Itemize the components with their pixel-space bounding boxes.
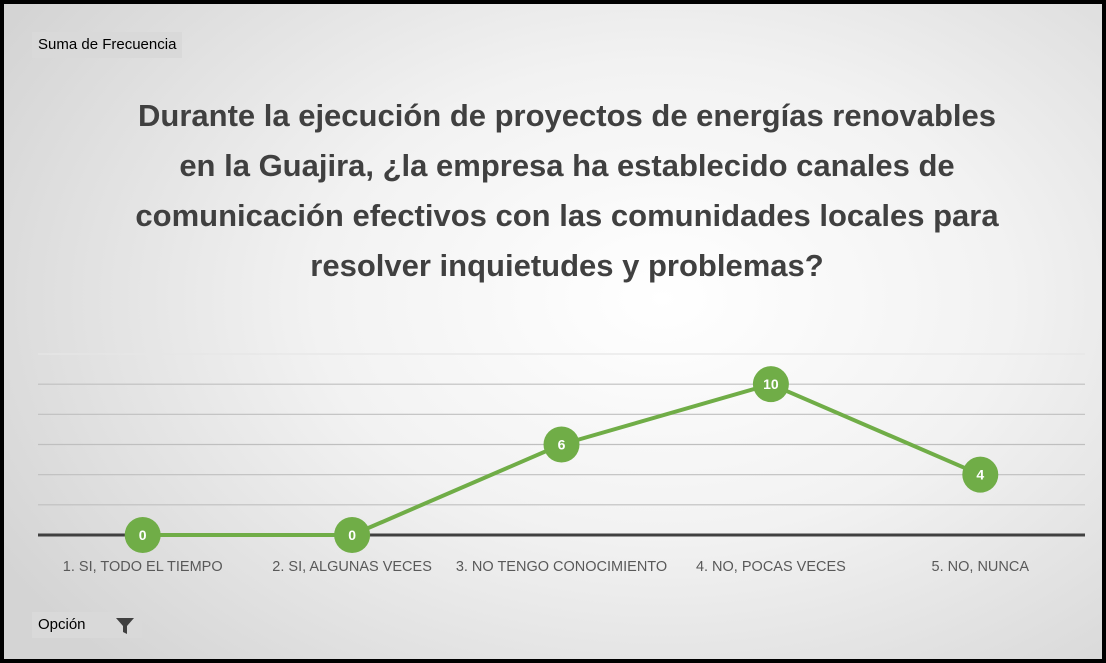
- x-tick-label: 5. NO, NUNCA: [931, 559, 1030, 575]
- data-label: 0: [139, 527, 147, 543]
- data-label: 4: [976, 467, 984, 483]
- x-tick-label: 3. NO TENGO CONOCIMIENTO: [455, 559, 668, 575]
- value-field-button[interactable]: Suma de Frecuencia: [32, 32, 183, 58]
- x-tick-label: 1. SI, TODO EL TIEMPO: [62, 559, 223, 575]
- data-label: 10: [763, 376, 779, 392]
- x-tick-label: 2. SI, ALGUNAS VECES: [272, 559, 432, 575]
- filter-icon: [116, 618, 134, 634]
- data-label: 0: [348, 527, 356, 543]
- data-label: 6: [558, 437, 566, 453]
- plot-area: 0 0 6 10 4: [38, 353, 1085, 553]
- marker: [124, 517, 161, 553]
- chart-title: Durante la ejecución de proyectos de ene…: [135, 98, 999, 283]
- x-tick-label: 4. NO, POCAS VECES: [695, 559, 846, 575]
- axis-field-button[interactable]: Opción: [32, 612, 142, 638]
- marker: [752, 366, 789, 403]
- marker: [543, 426, 580, 463]
- axis-field-label: Opción: [38, 616, 86, 633]
- marker: [962, 456, 999, 493]
- marker: [334, 517, 371, 553]
